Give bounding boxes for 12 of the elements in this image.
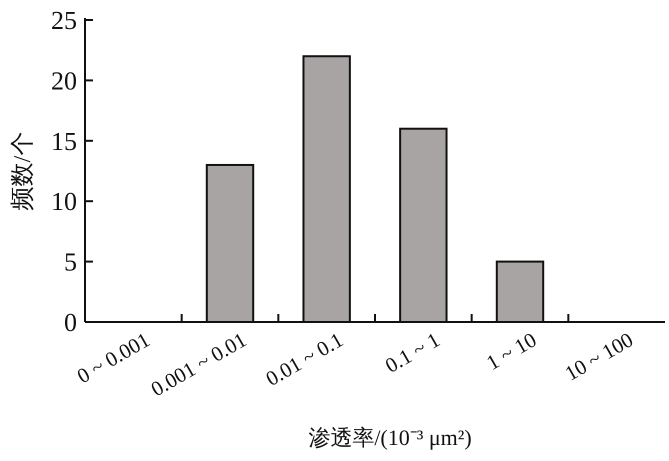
y-axis-title: 频数/个 [10, 132, 36, 210]
x-tick-label: 1 ~ 10 [482, 328, 540, 376]
y-tick-label: 0 [64, 308, 77, 337]
y-tick-label: 25 [51, 6, 77, 35]
x-axis-title: 渗透率/(10⁻³ μm²) [308, 425, 472, 450]
y-tick-label: 15 [51, 126, 77, 156]
x-tick-label: 0.01 ~ 0.1 [262, 328, 348, 391]
y-tick-label: 5 [64, 248, 77, 277]
y-tick-label: 10 [51, 187, 77, 216]
y-tick-label: 20 [51, 66, 77, 96]
x-tick-label: 10 ~ 100 [560, 328, 638, 386]
x-tick-label: 0.1 ~ 1 [381, 328, 444, 378]
